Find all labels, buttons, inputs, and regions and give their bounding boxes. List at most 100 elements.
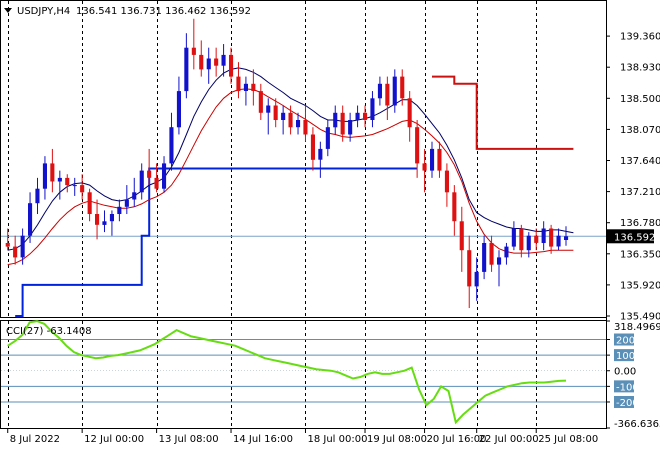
candle	[176, 76, 181, 135]
candle-body	[489, 243, 494, 265]
time-tick-label: 20 Jul 16:00	[427, 434, 487, 445]
fast-moving-average	[7, 67, 574, 251]
candle-body	[296, 120, 301, 128]
cci-tick-label: -366.6365	[614, 419, 660, 430]
chart-header: USDJPY,H4 136.541 136.731 136.462 136.59…	[4, 6, 251, 17]
candle	[117, 199, 122, 222]
candle	[102, 210, 107, 233]
candle-body	[236, 76, 241, 92]
candle-body	[258, 91, 263, 113]
candle	[109, 210, 114, 236]
candle-body	[430, 148, 435, 171]
candle	[28, 192, 33, 243]
candle-body	[266, 105, 271, 113]
candle-body	[444, 170, 449, 193]
candle-body	[42, 163, 47, 189]
candle-body	[400, 76, 405, 99]
candle	[281, 105, 286, 135]
time-axis: 8 Jul 2022 12 Jul 00:00 13 Jul 08:00 14 Jul…	[7, 429, 598, 445]
candle-body	[117, 206, 122, 214]
candle	[214, 47, 219, 77]
candle-body	[139, 170, 144, 193]
candle	[273, 98, 278, 128]
candle	[556, 228, 561, 251]
price-axis: 139.360 138.930 138.500 138.070 137.640 137.2…	[606, 32, 660, 323]
candle-body	[511, 228, 516, 247]
time-tick-label: 19 Jul 08:00	[367, 434, 427, 445]
price-tick-label: 138.500	[620, 94, 660, 105]
candle	[95, 199, 100, 240]
candle	[184, 33, 189, 99]
candle	[80, 174, 85, 200]
candle	[325, 119, 330, 157]
candle-body	[199, 54, 204, 70]
cci-level-label: 100	[616, 351, 635, 362]
candle	[377, 76, 382, 106]
candle-body	[147, 170, 152, 178]
candle-body	[459, 221, 464, 251]
price-tick-label: 136.780	[620, 218, 660, 229]
candle	[534, 228, 539, 251]
candle	[288, 105, 293, 135]
candle	[266, 98, 271, 135]
candle-body	[72, 185, 77, 187]
candle-body	[5, 243, 10, 247]
candle	[519, 224, 524, 258]
candle-body	[385, 83, 390, 106]
candle-body	[206, 58, 211, 70]
main-plot-frame	[0, 0, 607, 318]
candle-body	[169, 127, 174, 164]
candle-body	[340, 112, 345, 135]
cci-tick-label: 318.4969	[614, 322, 660, 333]
candle	[348, 112, 353, 142]
candle-body	[191, 47, 196, 55]
candle-body	[20, 235, 25, 258]
support-level-blue	[15, 167, 418, 317]
candle	[258, 83, 263, 120]
ohlc-readout: 136.541 136.731 136.462 136.592	[76, 6, 251, 17]
candle-body	[541, 228, 546, 243]
cci-indicator-label: CCI(27) -63.1408	[6, 326, 92, 337]
candle	[392, 69, 397, 113]
candle	[124, 185, 129, 215]
candle-body	[392, 76, 397, 106]
candle	[474, 257, 479, 301]
candle	[221, 44, 226, 77]
candle-body	[526, 235, 531, 251]
price-tick-label: 138.070	[620, 125, 660, 136]
candle-body	[504, 246, 509, 258]
candle	[199, 40, 204, 77]
cci-panel	[1, 320, 606, 425]
candle-body	[281, 112, 286, 120]
candle-body	[407, 98, 412, 128]
time-tick-label: 13 Jul 08:00	[159, 434, 219, 445]
candle-body	[102, 221, 107, 225]
candle-body	[549, 228, 554, 247]
candle	[489, 235, 494, 272]
candle	[526, 232, 531, 258]
candle-body	[176, 91, 181, 128]
price-tick-label: 138.930	[620, 63, 660, 74]
candle	[430, 141, 435, 178]
candle	[310, 127, 315, 171]
dropdown-triangle-icon[interactable]	[4, 8, 12, 13]
candle	[20, 228, 25, 265]
candle-body	[65, 177, 70, 186]
candle	[296, 112, 301, 135]
price-tick-label: 135.920	[620, 280, 660, 291]
candle	[72, 177, 77, 196]
candle-body	[50, 163, 55, 182]
candle-body	[28, 203, 33, 236]
candle	[497, 250, 502, 287]
candle	[355, 105, 360, 128]
price-tick-label: 139.360	[620, 32, 660, 43]
candle-body	[564, 236, 569, 240]
candle-body	[497, 257, 502, 265]
cci-level-label: -200	[616, 398, 639, 409]
cci-level-box	[614, 333, 634, 346]
candle-body	[303, 120, 308, 135]
vertical-gridlines	[1, 1, 606, 428]
cci-line	[7, 320, 567, 425]
moving-averages	[7, 67, 574, 266]
